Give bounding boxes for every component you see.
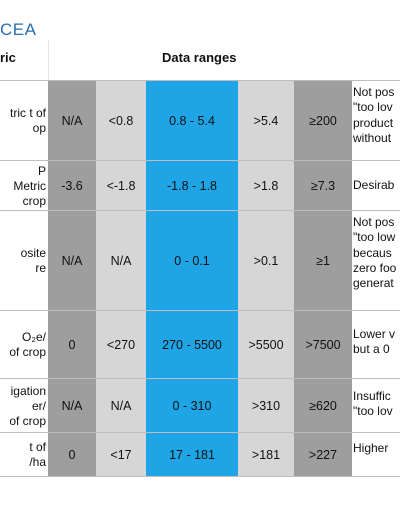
range-cell-3: 17 - 181: [146, 433, 238, 477]
metric-cell: igation er/of crop: [9, 383, 46, 428]
metric-cell: t of/ha: [29, 440, 46, 469]
range-cell-3: 270 - 5500: [146, 311, 238, 379]
page-title: CEA: [0, 20, 37, 39]
table-row: t of/ha 0 <17 17 - 181 >181 >227 Higher: [0, 432, 400, 477]
range-cell-3: -1.8 - 1.8: [146, 161, 238, 211]
range-cell-4: >5.4: [238, 81, 294, 161]
description-cell: Higher: [353, 441, 389, 455]
range-cell-2: <17: [96, 433, 146, 477]
table-row: osite re N/A N/A 0 - 0.1 >0.1 ≥1 Not pos "…: [0, 210, 400, 311]
range-cell-5: >7500: [294, 311, 352, 379]
range-cell-2: N/A: [96, 211, 146, 311]
range-cell-5: >227: [294, 433, 352, 477]
range-cell-5: ≥1: [294, 211, 352, 311]
range-cell-1: N/A: [48, 81, 96, 161]
metric-column-header: ric: [0, 50, 16, 65]
range-cell-3: 0 - 0.1: [146, 211, 238, 311]
range-cell-2: <270: [96, 311, 146, 379]
range-cell-5: ≥7.3: [294, 161, 352, 211]
range-cell-2: <-1.8: [96, 161, 146, 211]
range-cell-1: -3.6: [48, 161, 96, 211]
table-bottom-border: [0, 476, 400, 477]
range-cell-4: >0.1: [238, 211, 294, 311]
description-cell: Not pos "too lov product without: [353, 85, 395, 146]
range-cell-5: ≥200: [294, 81, 352, 161]
range-cell-5: ≥620: [294, 379, 352, 433]
range-cell-4: >1.8: [238, 161, 294, 211]
table-row: igation er/of crop N/A N/A 0 - 310 >310 ≥…: [0, 378, 400, 433]
range-cell-4: >5500: [238, 311, 294, 379]
description-cell: Not pos "too low becaus zero foo generat: [353, 215, 397, 291]
metric-cell: osite re: [20, 246, 46, 275]
table-row: tric t of op N/A <0.8 0.8 - 5.4 >5.4 ≥200…: [0, 80, 400, 161]
range-cell-1: N/A: [48, 211, 96, 311]
range-cell-1: 0: [48, 311, 96, 379]
description-cell: Lower v but a 0: [353, 327, 396, 357]
table-row: O₂e/of crop 0 <270 270 - 5500 >5500 >750…: [0, 310, 400, 379]
range-cell-1: N/A: [48, 379, 96, 433]
range-cell-3: 0.8 - 5.4: [146, 81, 238, 161]
metric-cell: P Metric crop: [13, 163, 46, 208]
range-cell-4: >310: [238, 379, 294, 433]
table-row: P Metric crop -3.6 <-1.8 -1.8 - 1.8 >1.8 ≥…: [0, 160, 400, 211]
header-divider: [48, 40, 49, 80]
metric-cell: tric t of op: [9, 106, 46, 135]
range-cell-2: N/A: [96, 379, 146, 433]
range-cell-4: >181: [238, 433, 294, 477]
description-cell: Desirab: [353, 178, 395, 193]
range-cell-3: 0 - 310: [146, 379, 238, 433]
range-cell-1: 0: [48, 433, 96, 477]
metric-cell: O₂e/of crop: [9, 330, 46, 359]
data-ranges-header: Data ranges: [162, 50, 237, 65]
description-cell: Insuffic "too lov: [353, 389, 393, 419]
range-cell-2: <0.8: [96, 81, 146, 161]
